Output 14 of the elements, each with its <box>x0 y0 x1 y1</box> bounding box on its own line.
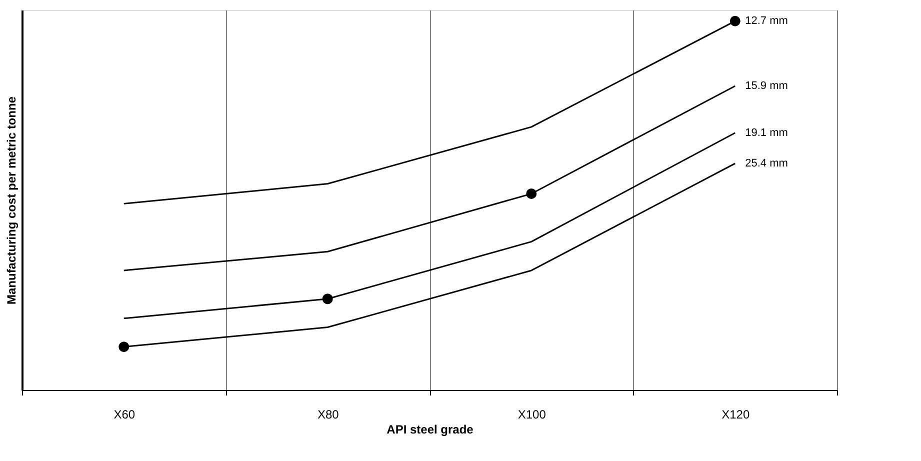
x-tick-label: X120 <box>722 408 750 422</box>
point <box>730 16 740 26</box>
point <box>118 342 130 352</box>
series-label: 15.9 mm <box>745 80 788 92</box>
series-label: 25.4 mm <box>745 157 788 170</box>
point <box>322 294 333 304</box>
x-tick-label: X100 <box>518 408 546 422</box>
x-tick-label: X80 <box>317 408 340 422</box>
x-axis-title: API steel grade <box>386 422 474 436</box>
x-tick-label: X60 <box>114 408 136 422</box>
series-label: 19.1 mm <box>745 126 788 139</box>
y-axis-title: Manufacturing cost per metric tonne <box>4 96 18 305</box>
series-label: 12.7 mm <box>745 15 788 28</box>
point <box>526 188 537 199</box>
